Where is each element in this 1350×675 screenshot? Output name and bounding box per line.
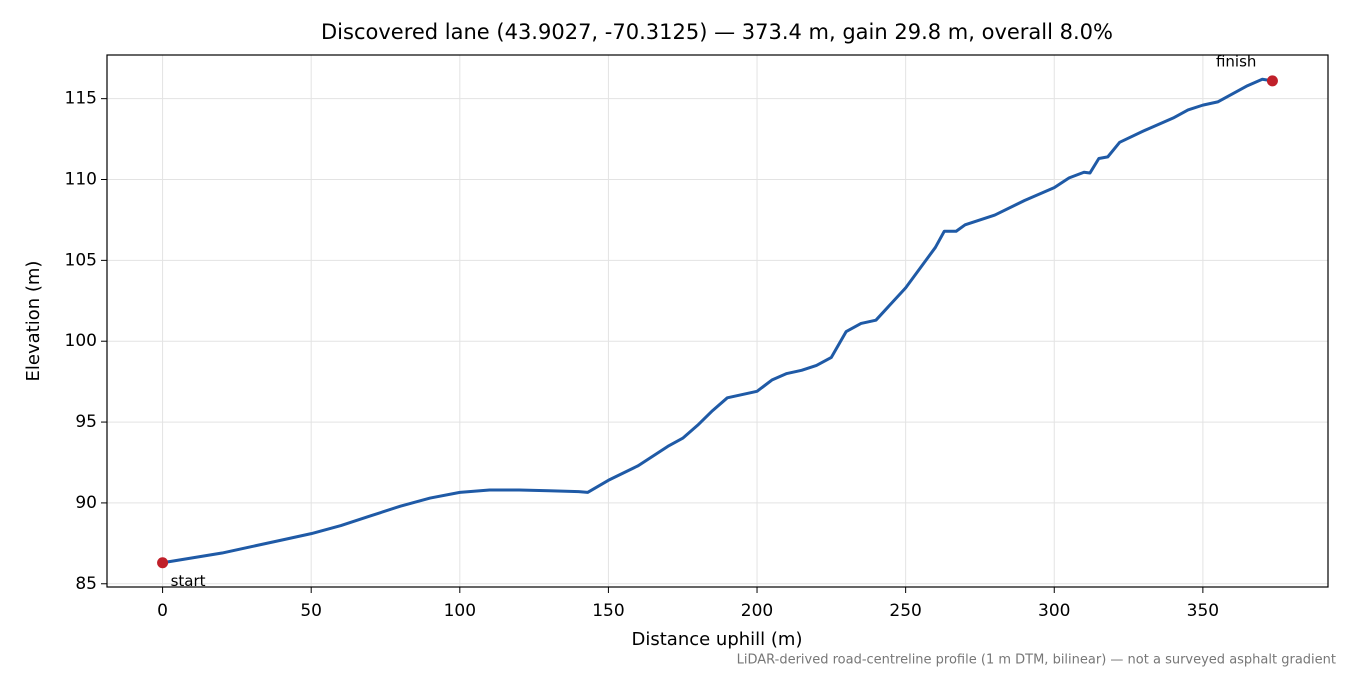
x-tick-label: 200 <box>741 601 773 621</box>
chart-title: Discovered lane (43.9027, -70.3125) — 37… <box>321 20 1113 44</box>
x-tick-label: 350 <box>1187 601 1219 621</box>
y-tick-label: 95 <box>75 412 97 432</box>
y-tick-label: 100 <box>65 331 97 351</box>
x-tick-label: 250 <box>889 601 921 621</box>
y-tick-label: 115 <box>65 89 97 109</box>
x-tick-label: 0 <box>157 601 168 621</box>
endpoint-marker <box>157 557 169 569</box>
x-tick-label: 50 <box>300 601 322 621</box>
endpoint-label: start <box>171 572 206 590</box>
x-tick-label: 150 <box>592 601 624 621</box>
x-tick-label: 100 <box>444 601 476 621</box>
endpoint-label: finish <box>1216 52 1256 70</box>
plot-frame <box>106 54 1329 588</box>
x-axis-label: Distance uphill (m) <box>632 629 803 650</box>
endpoint-marker <box>1266 75 1278 87</box>
y-tick-label: 110 <box>65 170 97 190</box>
y-axis-label: Elevation (m) <box>23 261 44 382</box>
footnote: LiDAR-derived road-centreline profile (1… <box>737 653 1336 668</box>
y-tick-label: 105 <box>65 250 97 270</box>
x-tick-label: 300 <box>1038 601 1070 621</box>
y-tick-label: 85 <box>75 574 97 594</box>
y-tick-label: 90 <box>75 493 97 513</box>
elevation-line <box>162 77 1273 565</box>
